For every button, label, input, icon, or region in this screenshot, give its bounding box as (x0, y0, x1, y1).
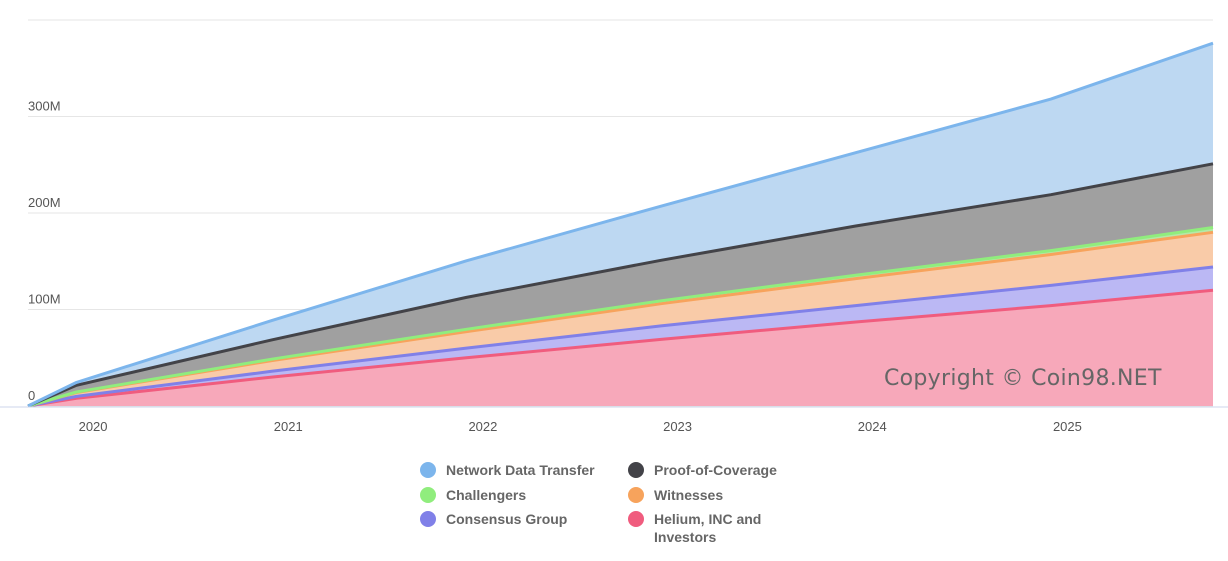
area-helium-inc-and-investors (28, 290, 1213, 406)
y-tick-label: 300M (28, 99, 61, 114)
legend-item-network-data-transfer[interactable]: Network Data Transfer (420, 461, 630, 479)
x-axis-labels: 2020 2021 2022 2023 2024 2025 (79, 419, 1082, 434)
legend-item-consensus-group[interactable]: Consensus Group (420, 510, 620, 528)
x-tick-label: 2022 (468, 419, 497, 434)
legend-marker (420, 462, 436, 478)
x-tick-label: 2024 (858, 419, 887, 434)
legend-label: Consensus Group (446, 511, 568, 527)
legend-marker (420, 511, 436, 527)
copyright-watermark: Copyright © Coin98.NET (884, 366, 1162, 391)
x-tick-label: 2025 (1053, 419, 1082, 434)
series-lines (27, 41, 1214, 408)
x-tick-label: 2020 (79, 419, 108, 434)
legend-label: Challengers (446, 487, 527, 503)
line-consensus-group (27, 265, 1214, 408)
stacked-area-chart: 0 100M 200M 300M 2020 2021 2022 2023 2024 2025 (0, 19, 1228, 434)
y-tick-label: 100M (28, 292, 61, 307)
y-tick-label: 200M (28, 195, 61, 210)
area-series (28, 43, 1213, 406)
legend-item-witnesses[interactable]: Witnesses (628, 486, 808, 504)
line-helium-inc-and-investors (27, 288, 1214, 408)
legend-marker (628, 462, 644, 478)
x-tick-label: 2021 (274, 419, 303, 434)
legend-label: Network Data Transfer (446, 462, 595, 478)
area-witnesses (28, 232, 1213, 406)
x-tick-label: 2023 (663, 419, 692, 434)
legend-marker (628, 487, 644, 503)
area-proof-of-coverage (28, 163, 1213, 406)
area-network-data-transfer (28, 43, 1213, 406)
legend-item-helium-inc-and-investors[interactable]: Helium, INC and Investors (628, 510, 778, 546)
legend-item-proof-of-coverage[interactable]: Proof-of-Coverage (628, 461, 808, 479)
legend-label: Helium, INC and Investors (654, 511, 762, 545)
line-network-data-transfer (27, 41, 1214, 408)
line-challengers (27, 226, 1214, 408)
legend-item-challengers[interactable]: Challengers (420, 486, 620, 504)
legend-label: Witnesses (654, 487, 724, 503)
legend-label: Proof-of-Coverage (654, 462, 777, 478)
y-axis-labels: 0 100M 200M 300M (28, 99, 61, 404)
y-tick-label: 0 (28, 388, 35, 403)
legend-marker (628, 511, 644, 527)
line-proof-of-coverage (27, 162, 1214, 408)
legend-marker (420, 487, 436, 503)
